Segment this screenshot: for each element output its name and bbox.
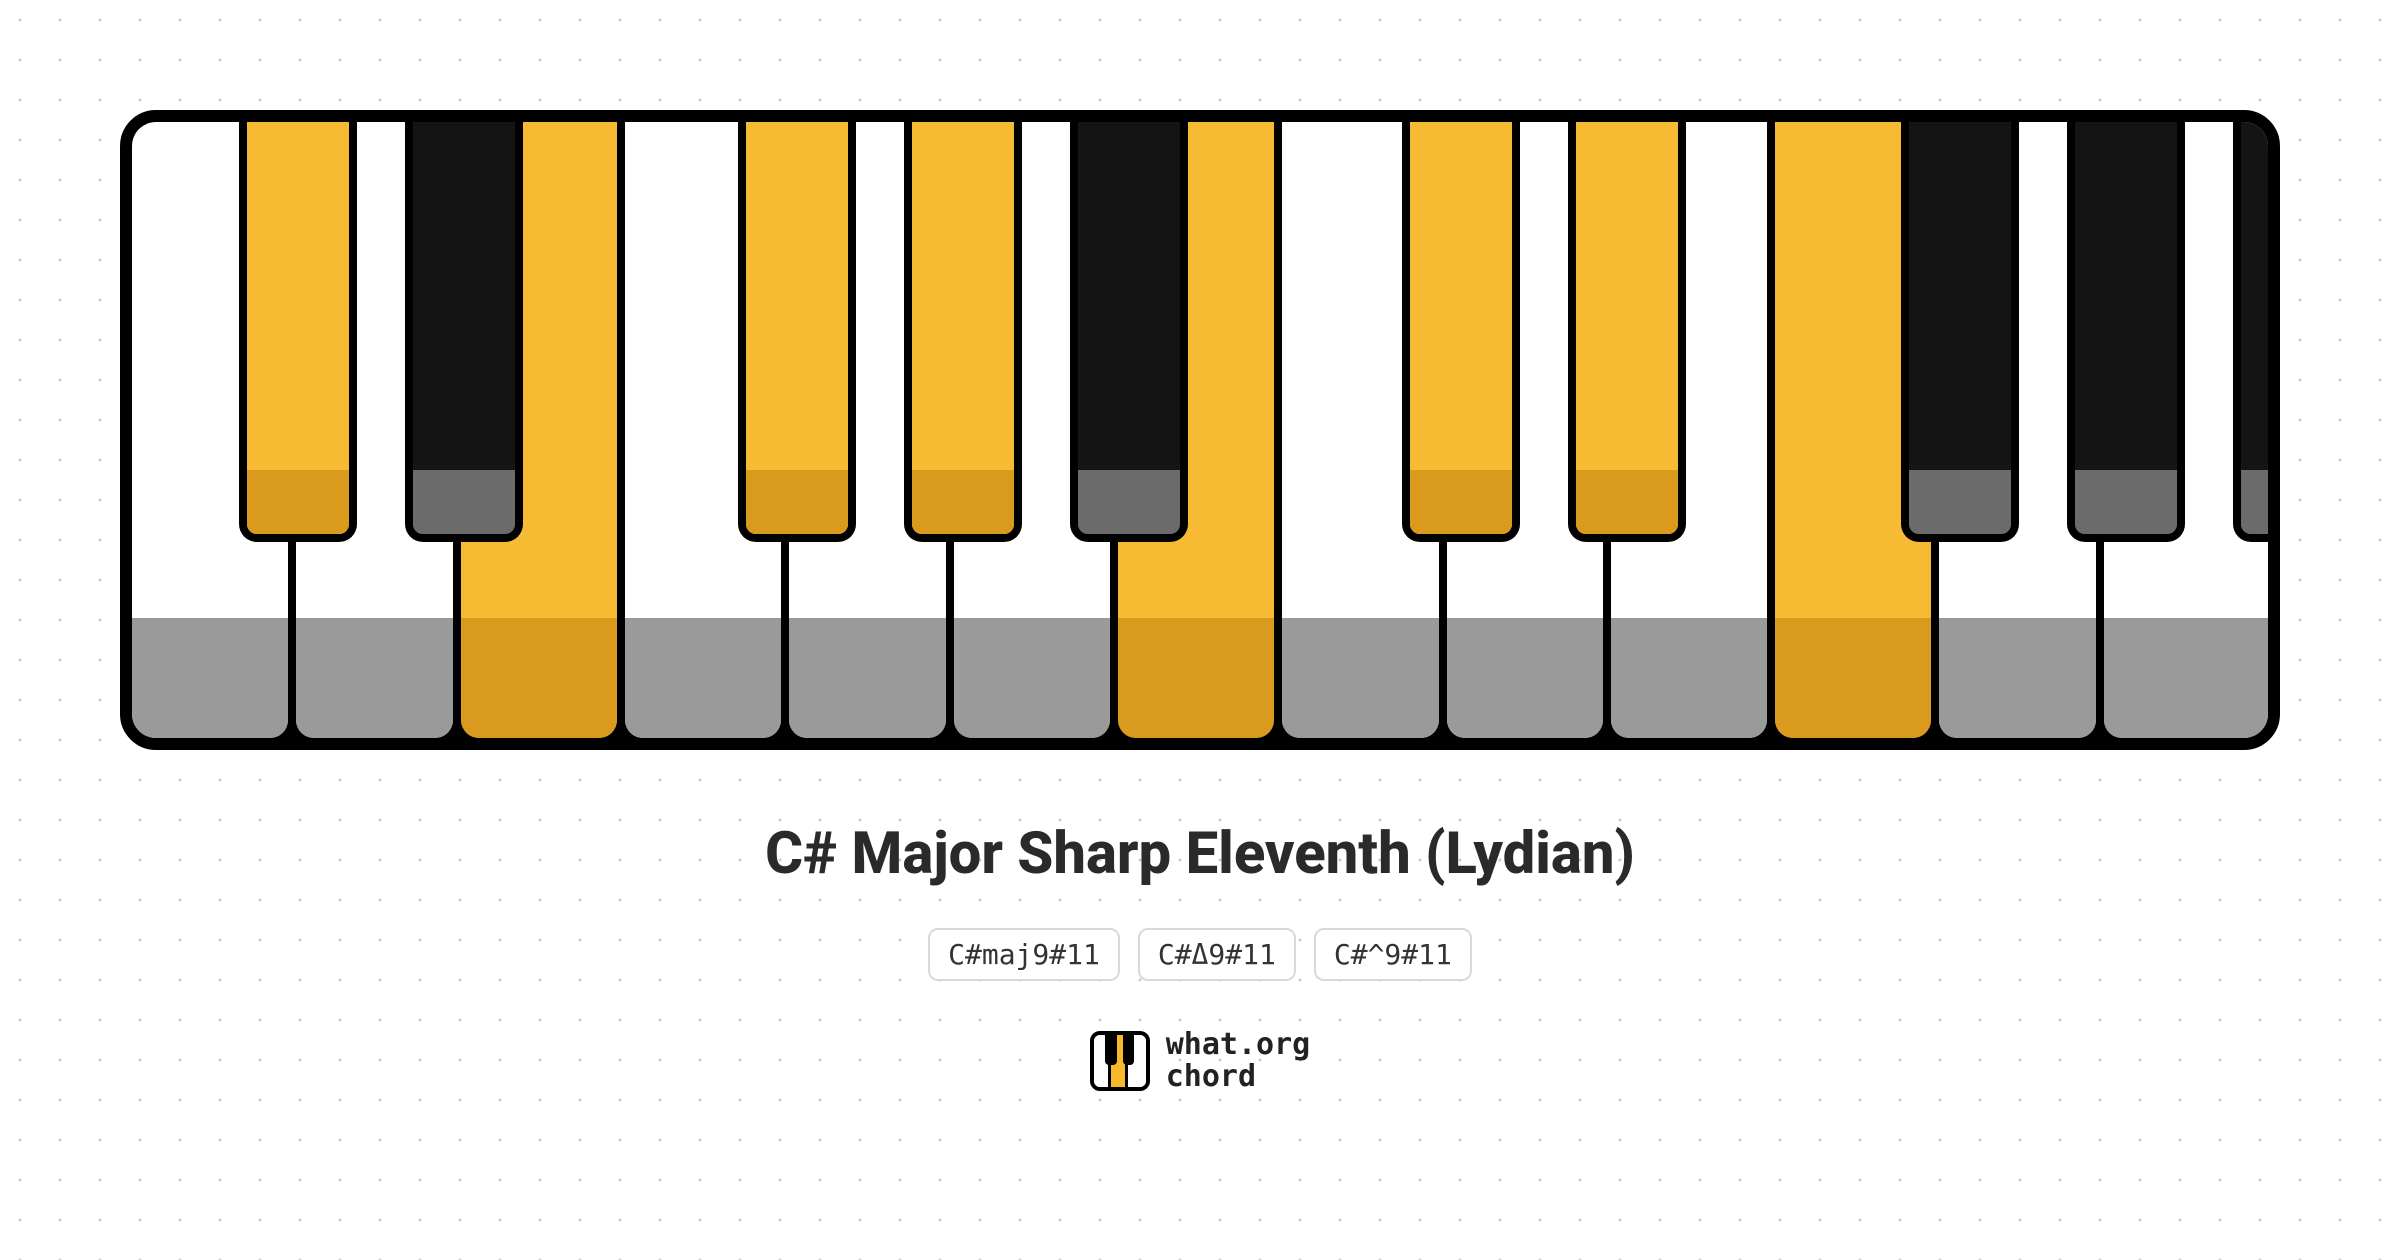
brand-icon [1090,1031,1150,1091]
white-key [1447,122,1611,738]
white-key [1939,122,2103,738]
chord-symbol-tag: C#Δ9#11 [1138,928,1296,981]
white-key [954,122,1118,738]
piano-keyboard [120,110,2280,750]
white-key-highlighted [1118,122,1282,738]
white-key-highlighted [1775,122,1939,738]
brand-text: what.org chord [1166,1029,1311,1092]
brand: what.org chord [1090,1029,1311,1092]
chord-symbol-tag: C#^9#11 [1314,928,1472,981]
white-key-highlighted [461,122,625,738]
chord-title: C# Major Sharp Eleventh (Lydian) [765,820,1635,888]
white-key [132,122,296,738]
white-key [789,122,953,738]
brand-line2: chord [1166,1061,1311,1093]
white-key [296,122,460,738]
brand-line1: what.org [1166,1029,1311,1061]
white-key [1611,122,1775,738]
white-key [2104,122,2268,738]
chord-symbol-tags: C#maj9#11 C#Δ9#11 C#^9#11 [928,928,1472,981]
chord-symbol-tag: C#maj9#11 [928,928,1120,981]
white-key [625,122,789,738]
white-key [1282,122,1446,738]
